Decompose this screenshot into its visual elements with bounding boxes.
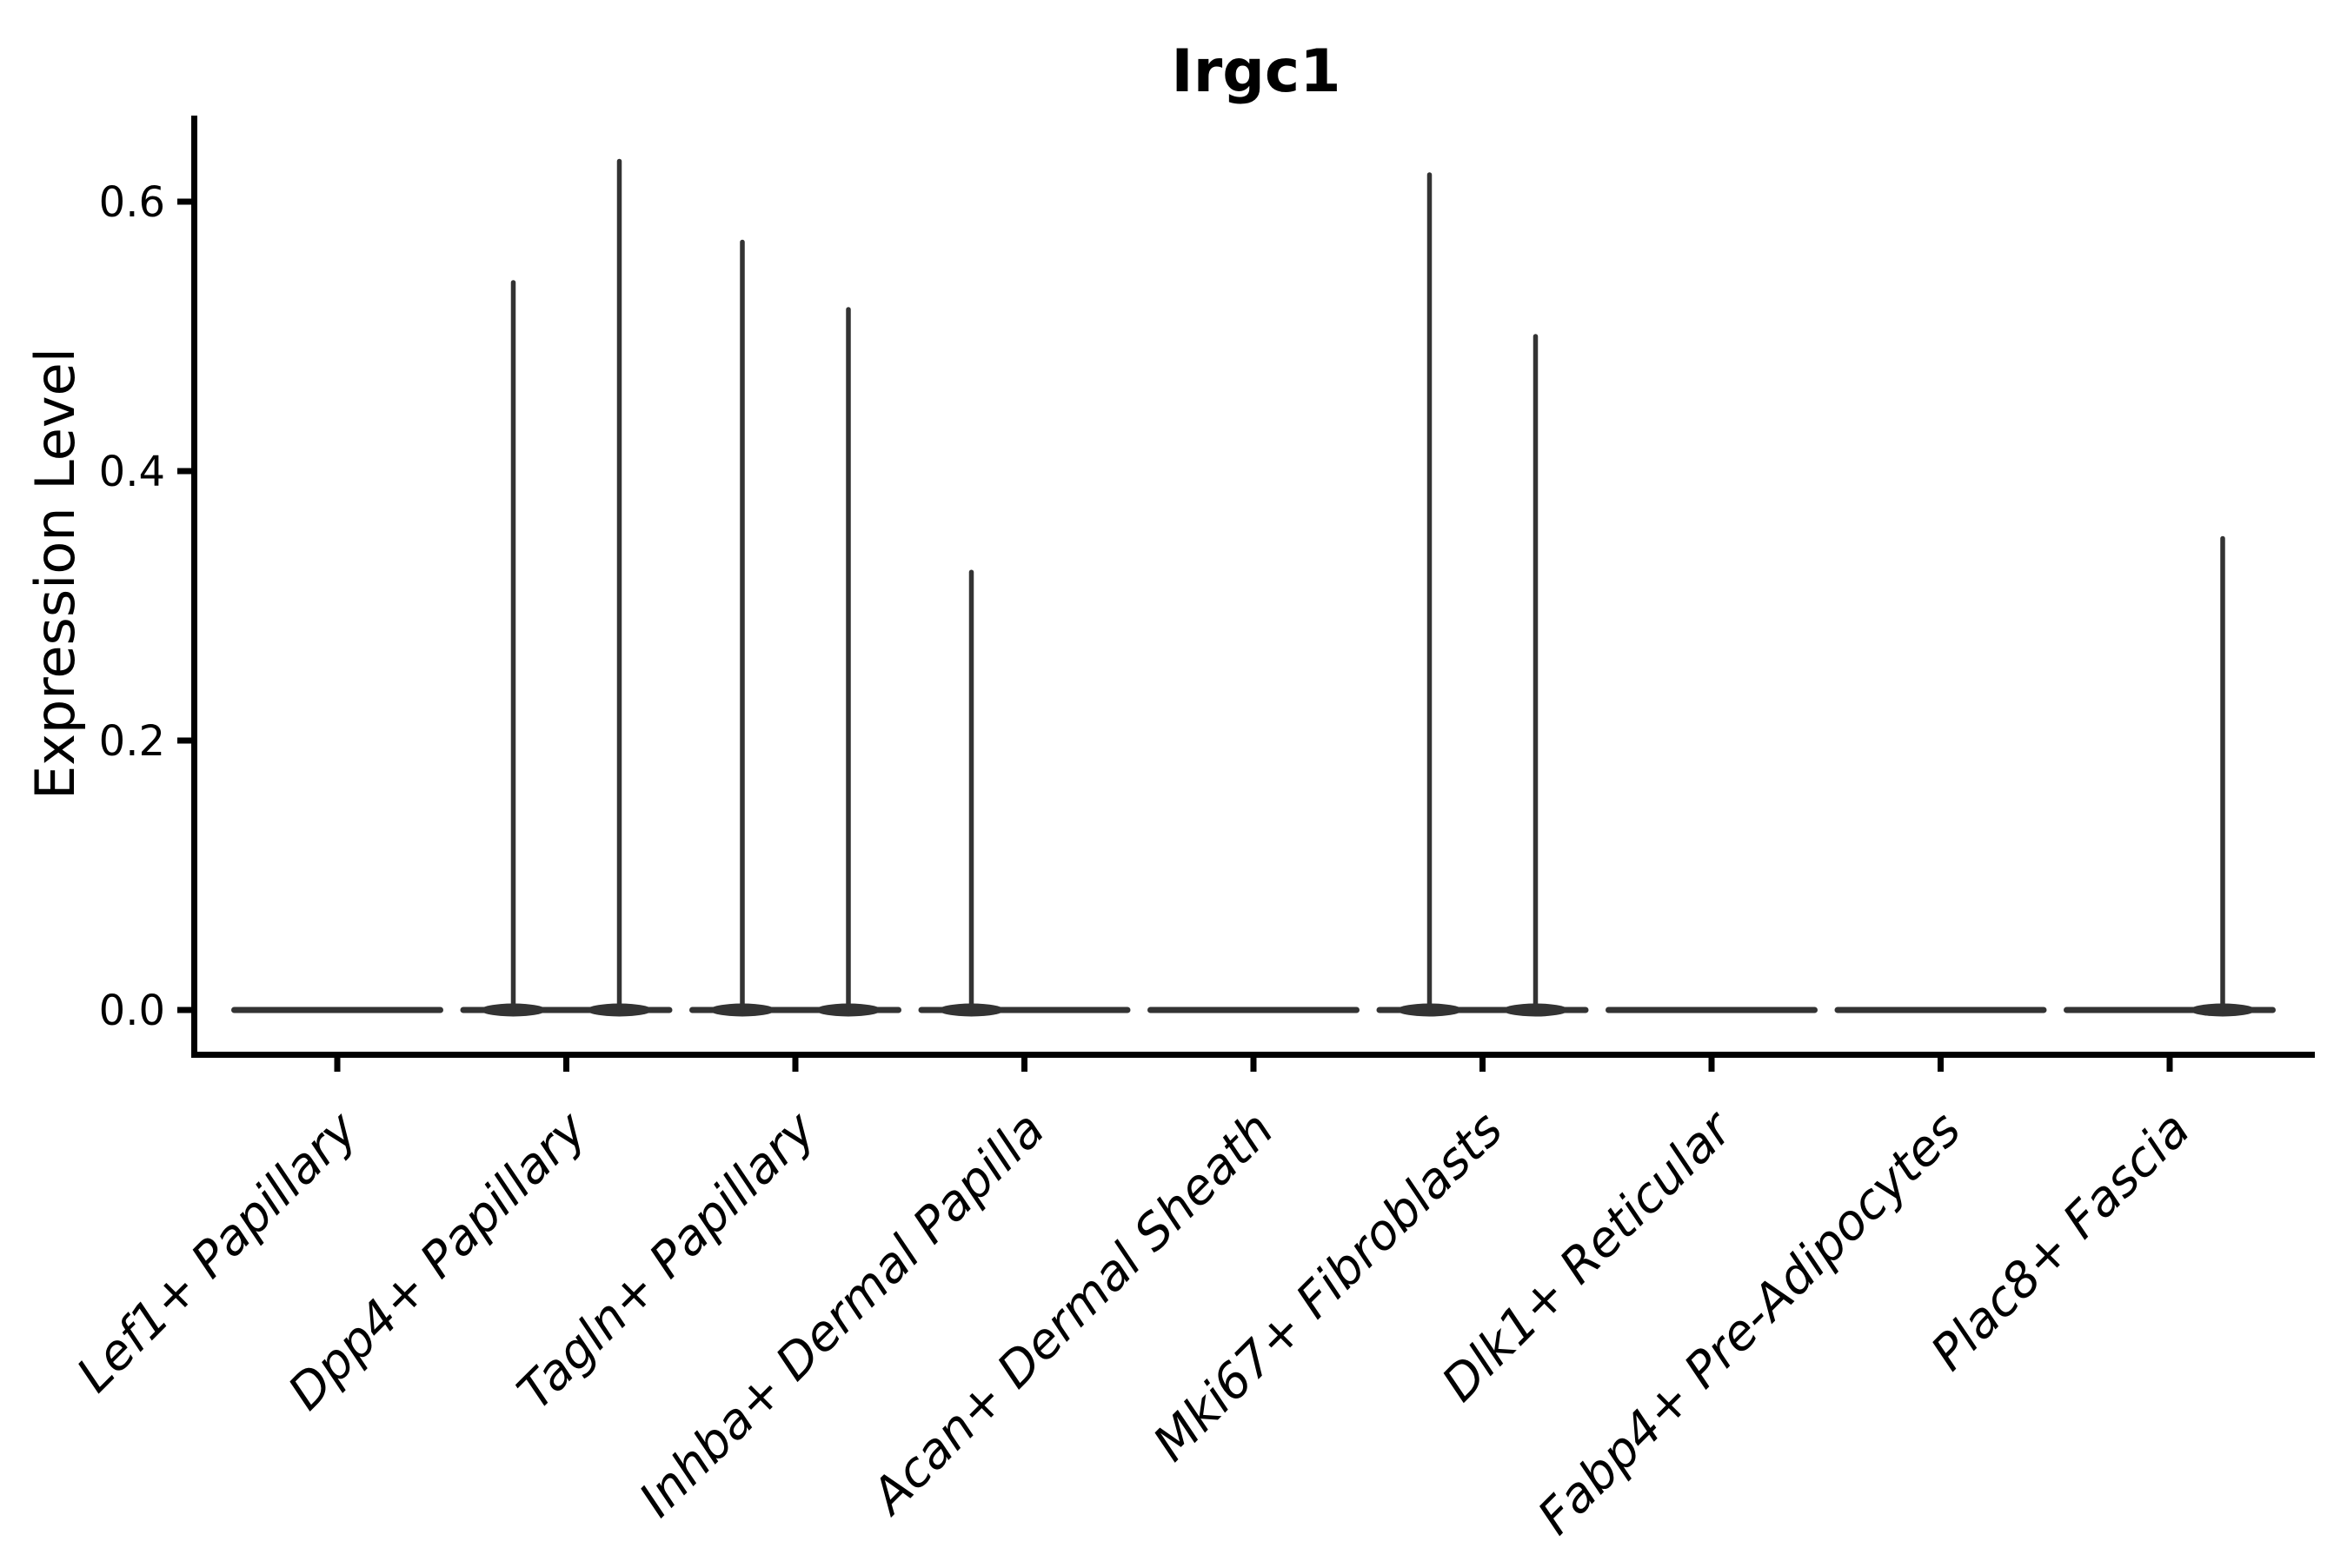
x-tick-mark — [1250, 1058, 1257, 1072]
y-axis-spine — [191, 116, 197, 1058]
x-tick-label: Acan+ Dermal Sheath — [860, 1101, 1285, 1526]
x-tick-mark — [1479, 1058, 1486, 1072]
x-tick-mark — [334, 1058, 341, 1072]
y-tick-label: 0.6 — [99, 178, 165, 227]
violin-zero-band — [1834, 1007, 2047, 1013]
x-tick-mark — [792, 1058, 799, 1072]
violin-layer — [231, 158, 2276, 1017]
y-tick-label: 0.4 — [99, 448, 165, 496]
x-tick-mark — [1021, 1058, 1027, 1072]
x-tick-mark — [1708, 1058, 1715, 1072]
x-tick-label: Fabp4+ Pre-Adipocytes — [1527, 1101, 1971, 1545]
violin-zero-band — [231, 1007, 443, 1013]
violin-zero-band — [1606, 1007, 1818, 1013]
y-tick-label: 0.2 — [99, 717, 165, 766]
x-tick-label: Inhba+ Dermal Papilla — [628, 1101, 1055, 1528]
y-axis-label: Expression Level — [23, 348, 87, 800]
y-tick-mark — [177, 198, 191, 205]
x-tick-mark — [2166, 1058, 2173, 1072]
chart-title: Irgc1 — [1171, 37, 1340, 106]
y-tick-mark — [177, 468, 191, 475]
violin-zero-band — [1147, 1007, 1360, 1013]
y-tick-mark — [177, 737, 191, 744]
y-tick-mark — [177, 1007, 191, 1013]
x-axis-spine — [191, 1052, 2315, 1058]
y-tick-label: 0.0 — [99, 987, 165, 1035]
x-tick-mark — [563, 1058, 569, 1072]
x-tick-mark — [1938, 1058, 1944, 1072]
